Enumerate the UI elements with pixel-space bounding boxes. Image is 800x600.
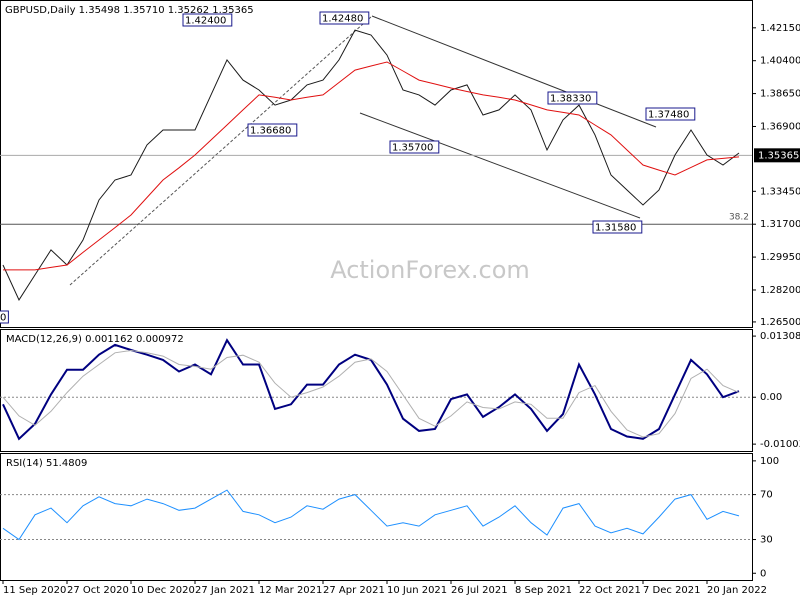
annotation-label: 1.31580 xyxy=(595,223,636,234)
y-tick-label: 1.29950 xyxy=(760,252,800,263)
last-price-box xyxy=(754,148,800,163)
y-tick-label: 1.31700 xyxy=(760,219,800,230)
x-tick-label: 22 Oct 2021 xyxy=(579,585,641,596)
x-tick-label: 12 Mar 2021 xyxy=(259,585,322,596)
y-tick-label: 0 xyxy=(760,568,766,579)
annotation: 1.42400 xyxy=(182,13,233,27)
y-tick-label: 1.38650 xyxy=(760,89,800,100)
y-tick-label: 0.00 xyxy=(760,392,782,403)
annotation: 1.36680 xyxy=(247,123,298,137)
channel-line xyxy=(371,15,657,128)
annotation: 0 xyxy=(0,310,9,324)
trend-line xyxy=(69,15,373,286)
x-tick-label: 11 Sep 2020 xyxy=(3,585,66,596)
y-tick-label: -0.01003 xyxy=(760,439,800,450)
y-tick-label: 1.28200 xyxy=(760,285,800,296)
level-label: 38.2 xyxy=(729,213,749,223)
last-price-label: 1.35365 xyxy=(758,150,799,161)
series-line xyxy=(2,489,740,541)
watermark: ActionForex.com xyxy=(330,256,530,284)
y-tick-label: 1.42150 xyxy=(760,23,800,34)
panel-title: MACD(12,26,9) 0.001162 0.000972 xyxy=(6,334,184,345)
y-tick-label: 30 xyxy=(760,535,773,546)
annotation-label: 1.38330 xyxy=(550,94,591,105)
y-tick-label: 1.26500 xyxy=(760,317,800,328)
annotation-box xyxy=(645,107,696,121)
series-line xyxy=(2,349,740,438)
x-tick-label: 10 Jun 2021 xyxy=(387,585,447,596)
annotation-label: 1.42400 xyxy=(185,16,226,27)
annotation-box xyxy=(182,13,233,27)
annotation-label: 1.36680 xyxy=(250,126,291,137)
annotation-label: 1.37480 xyxy=(648,110,689,121)
annotation-box xyxy=(319,11,370,25)
x-tick-label: 27 Apr 2021 xyxy=(323,585,385,596)
panel-frame xyxy=(0,453,753,581)
series-line xyxy=(3,61,740,271)
y-tick-label: 0.013083 xyxy=(760,331,800,342)
annotation: 1.31580 xyxy=(592,220,643,234)
annotation-box xyxy=(592,220,643,234)
y-tick-label: 70 xyxy=(760,490,773,501)
annotation-label: 0 xyxy=(0,313,6,324)
x-tick-label: 27 Jan 2021 xyxy=(195,585,255,596)
annotation-box xyxy=(547,91,598,105)
y-tick-label: 1.40400 xyxy=(760,56,800,67)
series-line xyxy=(2,338,740,441)
x-tick-label: 10 Dec 2020 xyxy=(131,585,195,596)
x-tick-label: 7 Dec 2021 xyxy=(643,585,701,596)
panel-title: GBPUSD,Daily 1.35498 1.35710 1.35262 1.3… xyxy=(5,5,254,16)
x-tick-label: 27 Oct 2020 xyxy=(67,585,129,596)
annotation: 1.38330 xyxy=(547,91,598,105)
x-tick-label: 8 Sep 2021 xyxy=(515,585,572,596)
annotation: 1.42480 xyxy=(319,11,370,25)
panel-title: RSI(14) 51.4809 xyxy=(6,458,87,469)
annotation-box xyxy=(389,140,440,154)
channel-line xyxy=(359,112,641,219)
annotation-label: 1.42480 xyxy=(322,14,363,25)
annotation-box xyxy=(247,123,298,137)
annotation-box xyxy=(0,310,9,324)
series-line xyxy=(2,29,740,301)
annotation: 1.35700 xyxy=(389,140,440,154)
x-tick-label: 20 Jan 2022 xyxy=(707,585,767,596)
annotation: 1.37480 xyxy=(645,107,696,121)
panel-frame xyxy=(0,329,753,452)
y-tick-label: 1.36900 xyxy=(760,121,800,132)
panel-frame xyxy=(0,0,753,328)
annotation-label: 1.35700 xyxy=(392,143,433,154)
x-tick-label: 26 Jul 2021 xyxy=(451,585,508,596)
y-tick-label: 1.33450 xyxy=(760,186,800,197)
y-tick-label: 100 xyxy=(760,456,779,467)
